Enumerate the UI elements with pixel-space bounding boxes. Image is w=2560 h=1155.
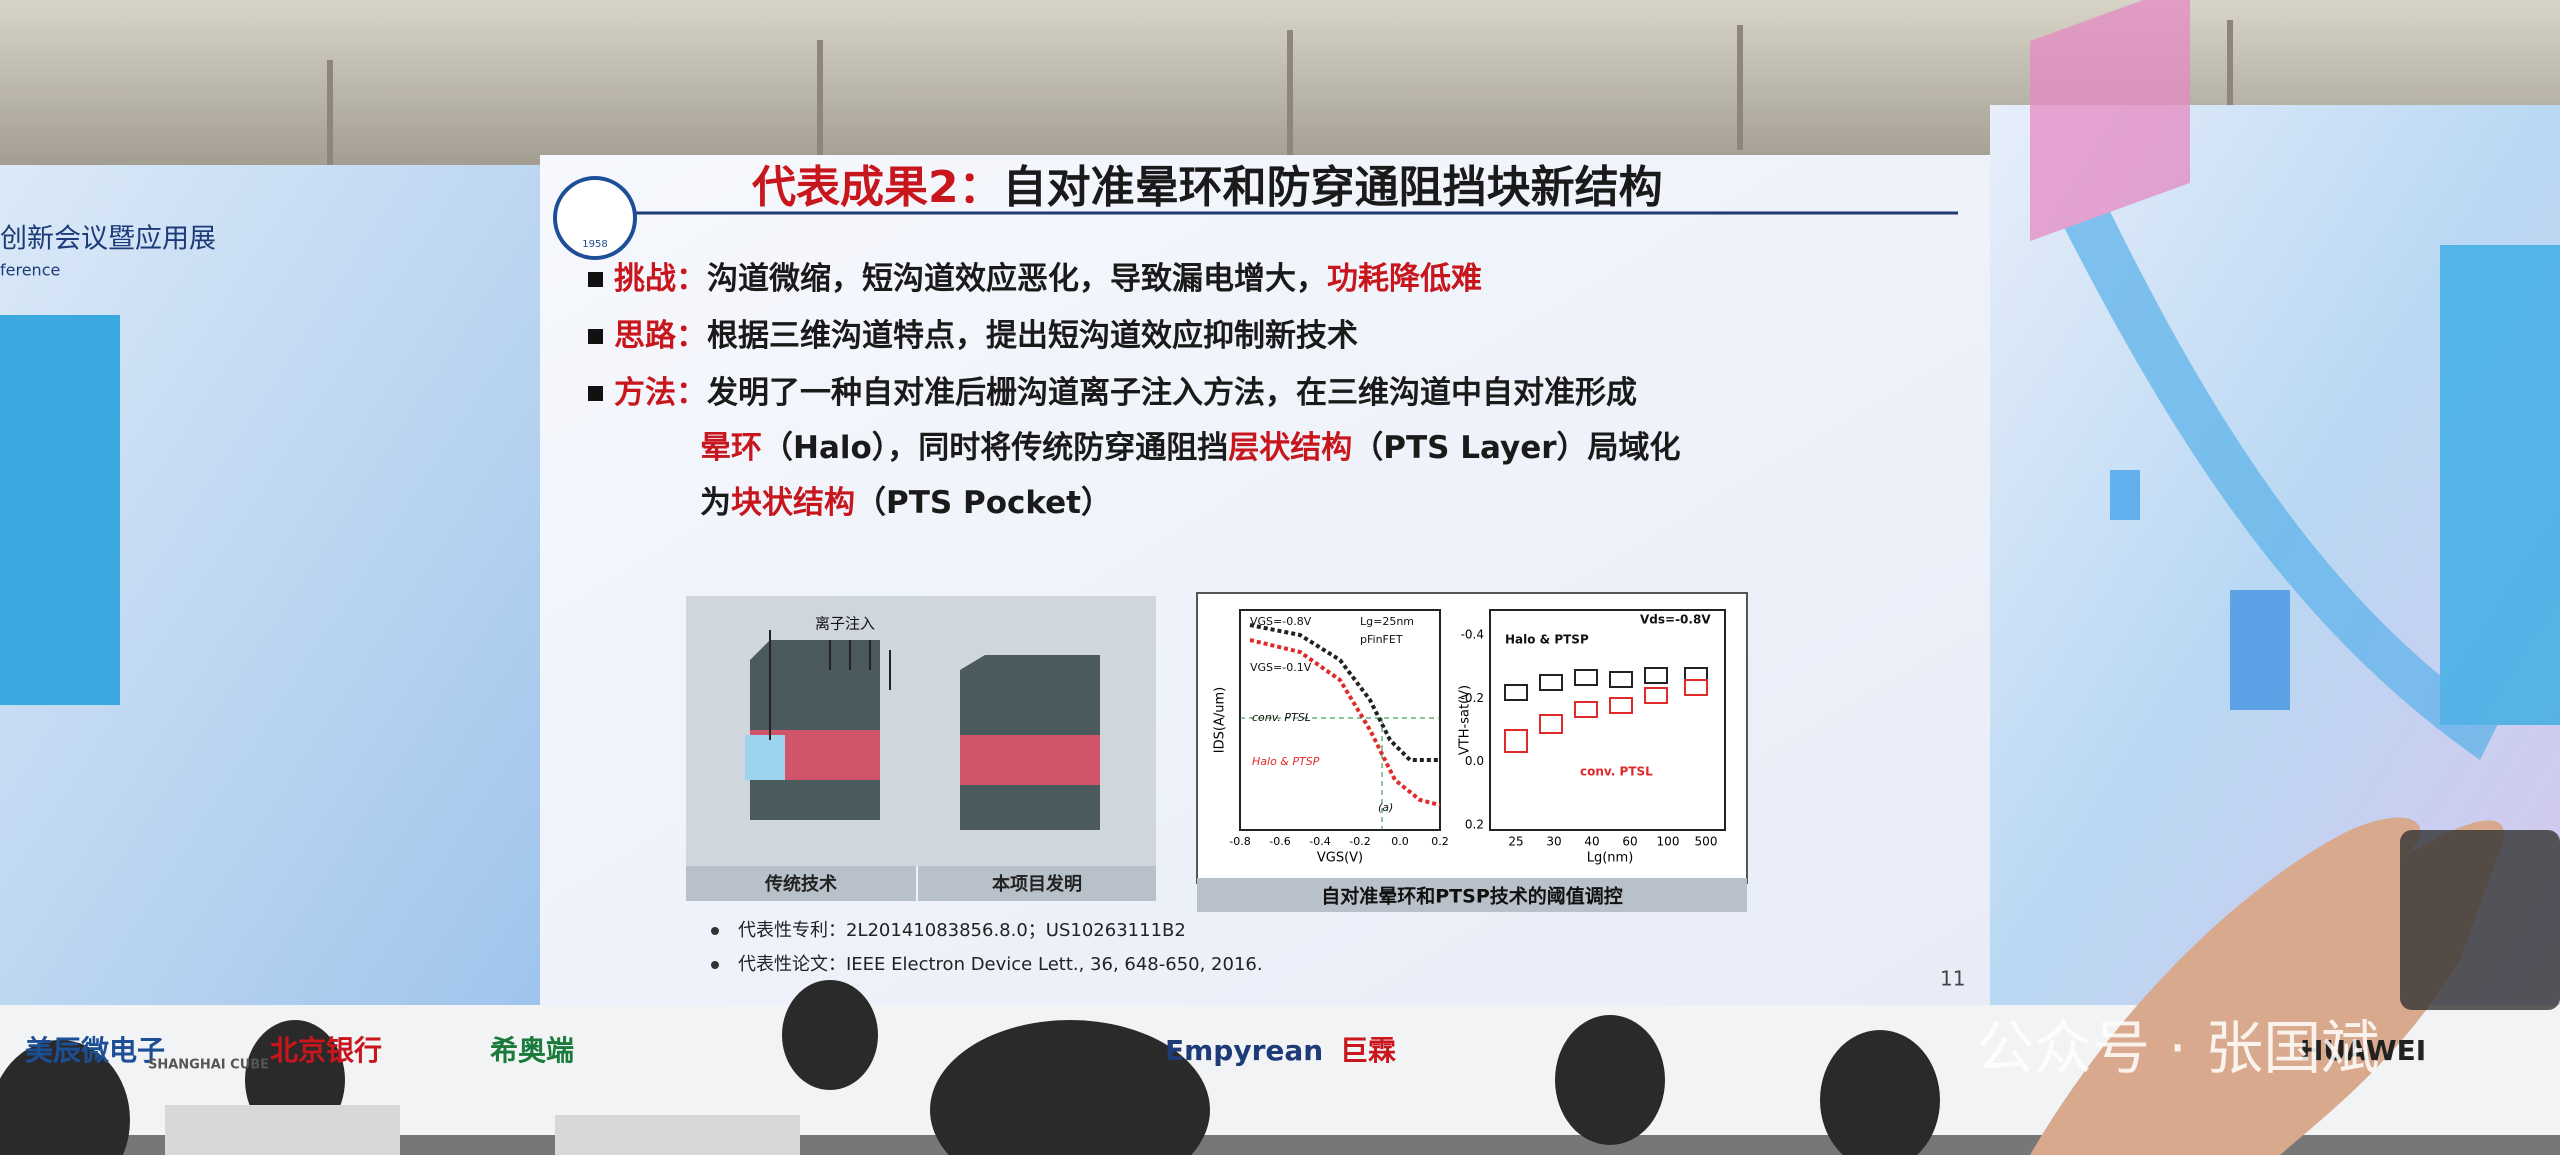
logo-year: 1958 [582,239,607,250]
plot-label: Lg=25nm [1360,615,1414,628]
device-caption: 本项目发明 [992,873,1082,895]
bullet-line: 方法：发明了一种自对准后栅沟道离子注入方法，在三维沟道中自对准形成 [614,375,1637,411]
text-segment: （PTS Layer）局域化 [1352,430,1680,466]
plot-xtick: -0.4 [1309,835,1330,848]
left-screen-block [0,315,120,705]
plot-ylabel: VTH-sat(V) [1458,685,1473,755]
banner-text: ference [0,261,60,280]
plot-ytick: 0.0 [1465,754,1484,768]
plot-label: conv. PTSL [1252,711,1311,724]
plot-ytick: -0.2 [1461,691,1484,705]
bullet-line: 为块状结构（PTS Pocket） [700,485,1112,521]
text-segment: 代表成果2： [751,162,1003,213]
text-segment: 方法： [614,375,707,411]
reference: 代表性论文：IEEE Electron Device Lett., 36, 64… [738,954,1263,975]
sponsor-logo: SHANGHAI CUBE [148,1058,269,1073]
plot-label: pFinFET [1360,633,1403,646]
plot-ytick: -0.4 [1461,628,1484,642]
bullet-marker [588,329,603,344]
plot-xtick: 0.2 [1431,835,1449,848]
bullet-line: 晕环（Halo），同时将传统防穿通阻挡层状结构（PTS Layer）局域化 [700,430,1681,466]
ceiling-panels [327,20,2233,180]
plot-xtick: -0.8 [1229,835,1250,848]
text-segment: 层状结构 [1228,430,1352,466]
plot-caption: 自对准晕环和PTSP技术的阈值调控 [1321,885,1623,908]
plot-label: conv. PTSL [1580,765,1653,779]
plot-xtick: 60 [1622,835,1637,849]
text-segment: （Halo），同时将传统防穿通阻挡 [762,430,1228,466]
audience [0,980,1940,1155]
bullet-marker [588,386,603,401]
plot-label: Halo & PTSP [1505,633,1589,647]
plot-label: VGS=-0.8V [1250,615,1312,628]
plot-xtick: 25 [1508,835,1523,849]
bullet-line: 挑战：沟道微缩，短沟道效应恶化，导致漏电增大，功耗降低难 [614,261,1482,297]
device-annotation: 离子注入 [815,615,875,633]
device-caption: 传统技术 [764,873,837,895]
text-segment: 自对准晕环和防穿通阻挡块新结构 [1003,162,1663,213]
text-segment: 发明了一种自对准后栅沟道离子注入方法，在三维沟道中自对准形成 [706,375,1637,411]
sponsor-logo: 美辰微电子 [25,1034,165,1067]
plot-label: Vds=-0.8V [1640,613,1711,627]
plot-xtick: 100 [1657,835,1680,849]
sponsor-logo: 巨霖 [1340,1034,1396,1067]
text-segment: 挑战： [614,261,707,297]
watermark: 公众号 · 张国斌 [1976,1014,2379,1082]
plot-xtick: 30 [1546,835,1561,849]
university-logo [553,176,637,260]
phone [2400,830,2560,1010]
plot-xtick: 40 [1584,835,1599,849]
sponsor-logo: 北京银行 [270,1034,382,1067]
plot-xtick: -0.2 [1349,835,1370,848]
text-segment: 功耗降低难 [1327,261,1482,297]
plot-xtick: 0.0 [1391,835,1409,848]
decor-glass [2030,0,2560,760]
reference: 代表性专利：2L20141083856.8.0；US10263111B2 [738,920,1186,941]
device-figure [686,596,1156,901]
plot-ytick: 0.2 [1465,818,1484,832]
sponsor-logo: 希奥端 [490,1034,574,1067]
plot-ylabel: IDS(A/um) [1213,687,1228,753]
banner-text: 创新会议暨应用展 [0,224,216,255]
text-segment: 为 [700,485,731,521]
plot-xlabel: VGS(V) [1317,851,1363,866]
text-segment: （PTS Pocket） [855,485,1112,521]
text-segment: 根据三维沟道特点，提出短沟道效应抑制新技术 [707,318,1358,354]
plot-xtick: -0.6 [1269,835,1290,848]
bullet-marker [588,272,603,287]
slide-title: 代表成果2：自对准晕环和防穿通阻挡块新结构 [751,162,1663,213]
text-segment: 块状结构 [731,485,855,521]
plot-label: (a) [1378,801,1393,814]
plot-label: VGS=-0.1V [1250,661,1312,674]
bullet-line: 思路：根据三维沟道特点，提出短沟道效应抑制新技术 [614,318,1358,354]
sponsor-logo: Empyrean [1165,1034,1323,1067]
plot-label: Halo & PTSP [1252,755,1320,768]
reference-bullet [711,961,719,969]
plot-xtick: 500 [1695,835,1718,849]
page-number: 11 [1940,967,1965,991]
text-segment: 思路： [614,318,707,354]
sponsor-logo: HUAWEI [2300,1034,2426,1067]
raised-hand [2030,817,2504,1155]
text-segment: 晕环 [700,430,762,466]
text-segment: 沟道微缩，短沟道效应恶化，导致漏电增大， [707,261,1327,297]
plot-figure [1196,592,1748,912]
plot-xlabel: Lg(nm) [1587,851,1634,866]
reference-bullet [711,927,719,935]
